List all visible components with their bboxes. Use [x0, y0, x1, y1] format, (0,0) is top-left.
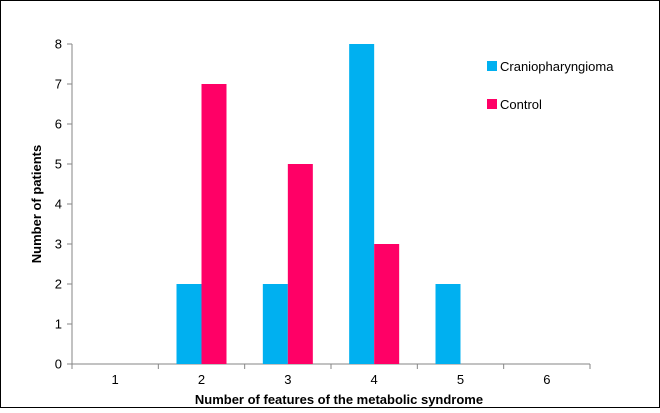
bar-craniopharyngioma-5: [435, 284, 461, 364]
x-tick-labels: 1 2 3 4 5 6: [112, 372, 551, 387]
x-tick-label: 5: [457, 372, 464, 387]
legend-swatch: [487, 99, 497, 109]
x-axis-title: Number of features of the metabolic synd…: [195, 392, 483, 407]
y-tick-label: 2: [55, 277, 62, 292]
axes: [67, 43, 591, 369]
x-tick-label: 4: [371, 372, 378, 387]
y-tick-labels: 0 1 2 3 4 5 6 7 8: [55, 37, 62, 372]
legend-swatch: [487, 61, 497, 71]
y-tick-label: 3: [55, 237, 62, 252]
bar-craniopharyngioma-2: [176, 284, 202, 364]
bar-control-2: [201, 84, 227, 364]
bar-craniopharyngioma-4: [349, 44, 375, 364]
y-tick-label: 8: [55, 37, 62, 52]
x-tick-label: 2: [198, 372, 205, 387]
y-tick-label: 4: [55, 197, 62, 212]
legend-label: Control: [500, 97, 542, 112]
bar-control-3: [287, 164, 313, 364]
x-tick-label: 6: [543, 372, 550, 387]
legend-label: Craniopharyngioma: [500, 59, 614, 74]
y-tick-label: 0: [55, 357, 62, 372]
bar-control-4: [374, 244, 400, 364]
y-tick-label: 1: [55, 317, 62, 332]
x-tick-label: 1: [112, 372, 119, 387]
y-axis-title: Number of patients: [29, 145, 44, 263]
x-tick-label: 3: [284, 372, 291, 387]
y-tick-label: 6: [55, 117, 62, 132]
y-tick-label: 5: [55, 157, 62, 172]
legend: Craniopharyngioma Control: [487, 59, 614, 112]
bars: [176, 44, 461, 364]
bar-craniopharyngioma-3: [262, 284, 288, 364]
y-tick-label: 7: [55, 77, 62, 92]
